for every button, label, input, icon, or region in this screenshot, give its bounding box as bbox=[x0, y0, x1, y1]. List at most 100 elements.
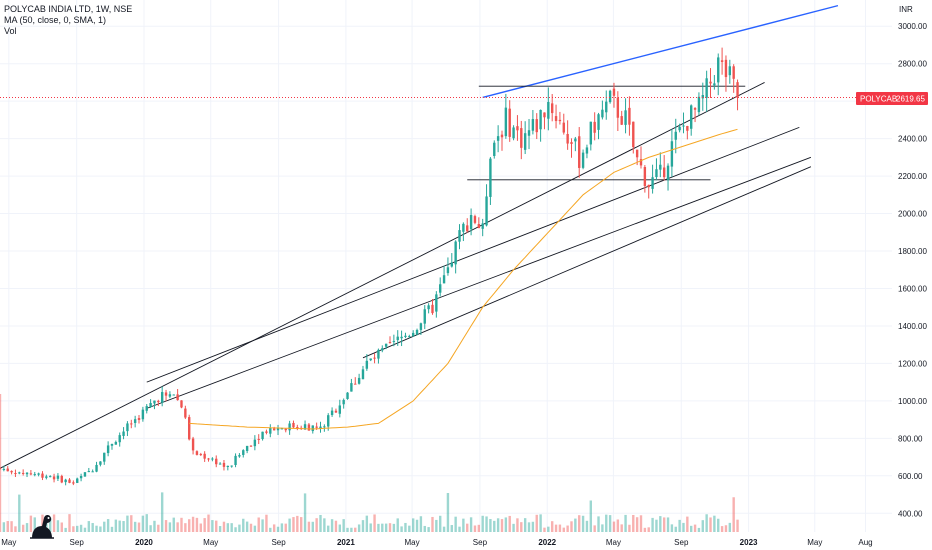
volume-bar bbox=[439, 515, 442, 532]
candle-body bbox=[686, 126, 689, 131]
candle-body bbox=[60, 475, 63, 483]
candle-body bbox=[520, 128, 523, 148]
candle-body bbox=[624, 110, 627, 125]
volume-bar bbox=[423, 525, 426, 532]
ma-indicator-title[interactable]: MA (50, close, 0, SMA, 1) bbox=[4, 15, 107, 25]
candle-body bbox=[365, 360, 369, 369]
candle-body bbox=[315, 426, 318, 428]
candle-body bbox=[720, 60, 724, 62]
price-axis[interactable]: 400.00 600.00 800.00 1000.00 1200.00 1400.00 1… bbox=[898, 22, 927, 518]
candle-body bbox=[269, 427, 272, 434]
candle-body bbox=[25, 472, 29, 475]
candle-body bbox=[29, 473, 33, 475]
volume-bar bbox=[678, 519, 681, 532]
candle-body bbox=[601, 109, 604, 118]
candle-body bbox=[106, 445, 110, 454]
candle-body bbox=[226, 465, 230, 467]
price-tag-background bbox=[856, 92, 928, 105]
candle-body bbox=[435, 294, 438, 312]
candle-body bbox=[554, 116, 558, 122]
volume-bar bbox=[624, 514, 627, 532]
volume-bar bbox=[203, 518, 206, 532]
volume-bar bbox=[41, 514, 44, 532]
x-tick-label: May bbox=[203, 538, 218, 547]
volume-bar bbox=[234, 527, 237, 532]
tradingview-dino-icon[interactable] bbox=[30, 515, 54, 539]
volume-bar bbox=[527, 522, 531, 532]
rising-trend-line-4 bbox=[362, 166, 812, 359]
candle-body bbox=[157, 400, 160, 403]
candle-body bbox=[578, 136, 581, 168]
volume-bar bbox=[481, 515, 484, 532]
volume-bar bbox=[431, 516, 434, 532]
candle-body bbox=[562, 122, 565, 133]
volume-bar bbox=[188, 519, 191, 532]
candle-body bbox=[705, 78, 708, 98]
volume-bar bbox=[29, 515, 33, 532]
volume-bar bbox=[303, 493, 307, 532]
volume-bar bbox=[697, 527, 701, 532]
candle-body bbox=[56, 475, 60, 479]
x-tick-label: May bbox=[807, 538, 822, 547]
candle-body bbox=[130, 423, 133, 425]
volume-bar bbox=[442, 526, 446, 532]
candle-body bbox=[261, 431, 264, 440]
volume-bar bbox=[226, 523, 230, 532]
volume-bar bbox=[504, 517, 508, 532]
volume-bar bbox=[365, 515, 369, 532]
volume-bar bbox=[462, 518, 465, 532]
volume-bar bbox=[620, 524, 623, 532]
volume-indicator-title[interactable]: Vol bbox=[4, 26, 17, 36]
candle-body bbox=[137, 418, 141, 420]
y-tick-label: 1000.00 bbox=[898, 397, 927, 406]
candle-body bbox=[659, 164, 662, 170]
volume-bar bbox=[327, 525, 330, 532]
volume-bar bbox=[49, 517, 52, 532]
volume-bar bbox=[400, 526, 403, 532]
candle-body bbox=[311, 425, 314, 432]
candle-body bbox=[516, 126, 519, 131]
volume-bar bbox=[736, 519, 739, 532]
candle-body bbox=[481, 223, 484, 229]
candle-body bbox=[79, 476, 83, 479]
candle-body bbox=[207, 458, 210, 460]
candle-body bbox=[713, 83, 716, 86]
y-tick-label: 600.00 bbox=[898, 472, 923, 481]
volume-bar bbox=[307, 521, 311, 532]
candle-body bbox=[49, 476, 52, 478]
time-axis[interactable]: May Sep 2020 May Sep 2021 May Sep 2022 May Sep 2023… bbox=[1, 538, 872, 547]
volume-bar bbox=[272, 524, 276, 532]
volume-bar bbox=[562, 527, 565, 532]
candle-body bbox=[145, 406, 148, 411]
y-tick-label: 1400.00 bbox=[898, 322, 927, 331]
volume-bar bbox=[728, 522, 732, 532]
volume-bar bbox=[693, 524, 697, 532]
candle-body bbox=[605, 101, 608, 113]
candle-body bbox=[547, 101, 550, 119]
volume-bar bbox=[411, 518, 415, 532]
volume-bar bbox=[10, 521, 13, 532]
candle-body bbox=[674, 131, 677, 140]
candle-body bbox=[184, 408, 187, 418]
candle-body bbox=[122, 431, 125, 436]
candle-body bbox=[195, 451, 199, 455]
x-tick-label: Sep bbox=[674, 538, 689, 547]
candle-body bbox=[33, 474, 36, 476]
symbol-title[interactable]: POLYCAB INDIA LTD, 1W, NSE bbox=[4, 4, 133, 14]
candle-body bbox=[709, 81, 712, 84]
candle-body bbox=[392, 340, 396, 342]
price-tag-symbol: POLYCAB bbox=[860, 95, 897, 104]
volume-bar bbox=[6, 521, 9, 532]
candle-body bbox=[500, 134, 504, 138]
volume-bar bbox=[539, 514, 542, 532]
volume-bar bbox=[384, 523, 388, 532]
candle-body bbox=[570, 142, 573, 144]
volume-bar bbox=[543, 527, 546, 532]
volume-bar bbox=[388, 523, 392, 532]
candle-body bbox=[45, 476, 48, 478]
volume-bar bbox=[145, 514, 148, 532]
volume-bar bbox=[493, 520, 496, 532]
volume-bar bbox=[404, 522, 407, 532]
volume-bar bbox=[489, 519, 492, 532]
